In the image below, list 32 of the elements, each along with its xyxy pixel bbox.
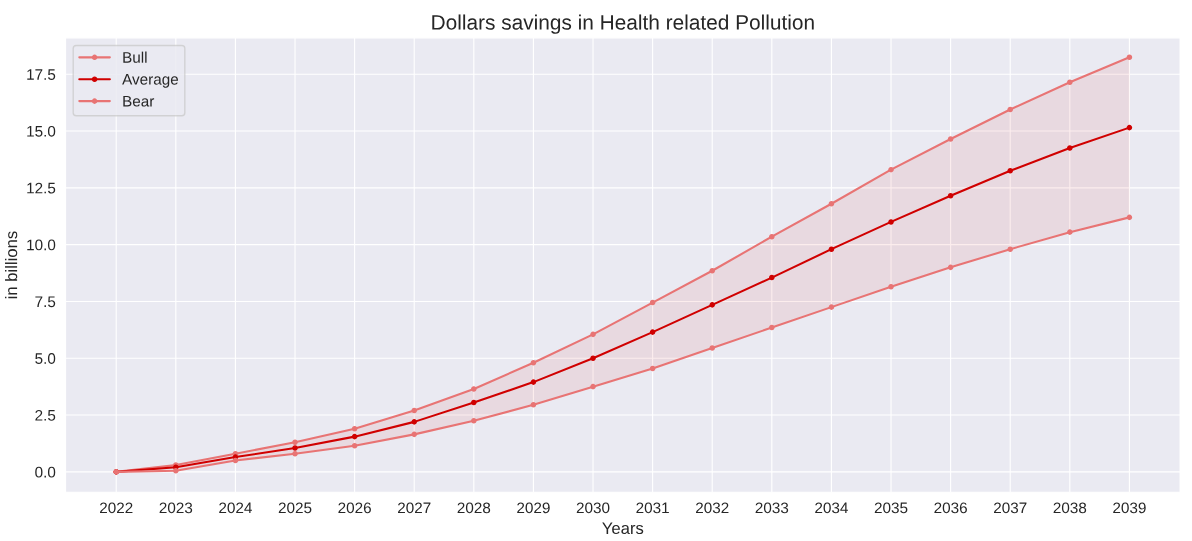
chart-title: Dollars savings in Health related Pollution (432, 14, 814, 34)
x-tick-label: 2037 (994, 502, 1027, 514)
x-tick-label: 2028 (457, 502, 491, 514)
y-tick-label: 5.0 (35, 353, 56, 364)
x-axis-title: Years (602, 522, 644, 535)
y-tick-label: 2.5 (35, 409, 56, 421)
y-tick-label: 17.5 (27, 69, 56, 80)
x-tick-label: 2033 (755, 502, 789, 514)
legend-label: Average (122, 74, 179, 88)
y-tick-label: 10.0 (27, 239, 56, 251)
x-tick-label: 2026 (338, 502, 371, 514)
x-tick-label: 2029 (517, 502, 550, 514)
y-tick-label: 15.0 (27, 125, 56, 137)
x-tick-label: 2032 (696, 502, 729, 514)
legend-label: Bear (123, 95, 155, 107)
y-axis-title: in billions (5, 231, 18, 299)
x-tick-label: 2039 (1113, 502, 1146, 514)
x-tick-label: 2027 (398, 502, 431, 514)
x-tick-label: 2035 (874, 502, 908, 514)
x-tick-label: 2038 (1053, 502, 1087, 514)
x-tick-label: 2036 (934, 502, 967, 514)
x-tick-label: 2031 (636, 502, 669, 514)
y-tick-label: 0.0 (35, 466, 56, 478)
y-tick-label: 12.5 (27, 182, 56, 194)
x-tick-label: 2023 (159, 502, 193, 514)
x-tick-label: 2030 (576, 502, 610, 514)
y-tick-label: 7.5 (35, 296, 56, 308)
x-tick-label: 2034 (815, 502, 848, 514)
x-tick-label: 2022 (100, 502, 133, 514)
legend-label: Bull (123, 51, 147, 63)
x-tick-label: 2025 (278, 502, 312, 514)
x-tick-label: 2024 (219, 502, 252, 514)
